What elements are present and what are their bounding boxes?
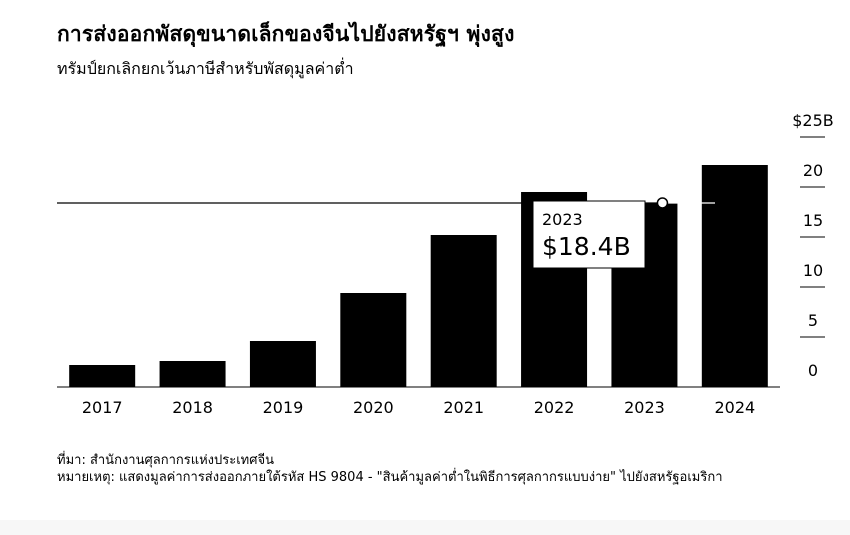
x-tick-label: 2017 [82,398,123,417]
bar-2019 [249,341,316,387]
x-tick-label: 2024 [714,398,755,417]
annotation-dot [656,197,669,209]
bar-chart: 0 5 10 15 20 $25B 2017 2018 2019 2020 2021 2022 2023… [57,111,834,417]
annotation-value: $18.4B [542,232,631,261]
x-tick-label: 2022 [534,398,575,417]
x-tick-label: 2020 [353,398,394,417]
y-tick-label: $25B [792,111,834,130]
chart-title: การส่งออกพัสดุขนาดเล็กของจีนไปยังสหรัฐฯ … [57,22,515,46]
y-tick-label: 5 [808,311,818,330]
bar-2024 [701,165,768,387]
footnote: หมายเหตุ: แสดงมูลค่าการส่งออกภายใต้รหัส … [57,470,723,485]
bottom-band [0,520,850,535]
x-tick-label: 2023 [624,398,665,417]
x-tick-label: 2021 [443,398,484,417]
y-tick-label: 15 [803,211,823,230]
x-tick-label: 2019 [263,398,304,417]
bar-2018 [159,361,226,387]
bar-2021 [430,235,497,387]
y-tick-label: 0 [808,361,818,380]
footnotes: ที่มา: สำนักงานศุลกากรแห่งประเทศจีน หมาย… [57,452,797,486]
source-note: ที่มา: สำนักงานศุลกากรแห่งประเทศจีน [57,453,275,468]
annotation-box [532,200,646,269]
bar-2017 [69,365,136,387]
y-tick-label: 20 [803,161,823,180]
y-tick-label: 10 [803,261,823,280]
chart-subtitle: ทรัมป์ยกเลิกยกเว้นภาษีสำหรับพัสดุมูลค่าต… [57,59,354,78]
x-tick-label: 2018 [172,398,213,417]
bar-2020 [340,293,407,387]
annotation-year: 2023 [542,210,583,229]
